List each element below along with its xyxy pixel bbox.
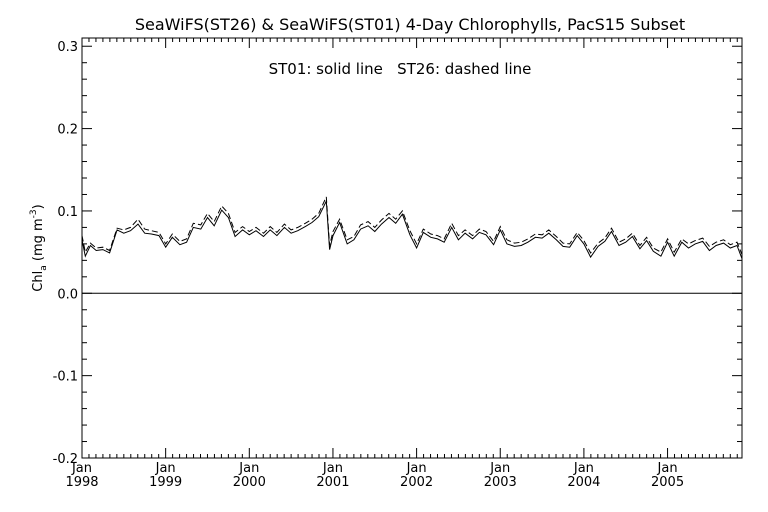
x-tick-year: 2002 [400,475,433,490]
y-tick-label: -0.2 [53,452,78,467]
plot-frame [81,37,743,459]
x-tick-month: Jan [657,461,678,476]
x-tick-year: 1998 [65,475,98,490]
y-label-units: (mg m [31,218,46,265]
y-tick-label: -0.1 [53,370,78,385]
x-tick-month: Jan [406,461,427,476]
x-tick-month: Jan [71,461,92,476]
y-axis-label: Chla (mg m-3) [29,204,49,291]
x-axis: Jan1998Jan1999Jan2000Jan2001Jan2002Jan20… [65,38,738,490]
series-group [81,196,743,259]
x-tick-year: 2005 [651,475,684,490]
x-tick-year: 2004 [567,475,600,490]
series-st01-line [81,199,743,259]
x-tick-month: Jan [489,461,510,476]
y-tick-label: 0.2 [57,123,78,138]
y-label-subscript: a [39,265,49,271]
series-st26-line [81,196,743,255]
x-tick-month: Jan [238,461,259,476]
y-tick-label: 0.1 [57,205,78,220]
x-tick-year: 2001 [316,475,349,490]
x-tick-year: 2003 [484,475,517,490]
x-tick-year: 2000 [233,475,266,490]
y-tick-label: 0.0 [57,287,78,302]
chart-title: SeaWiFS(ST26) & SeaWiFS(ST01) 4-Day Chlo… [135,15,685,34]
y-label-units-end: ) [31,204,46,209]
x-tick-month: Jan [155,461,176,476]
y-label-superscript: -3 [29,209,39,218]
x-tick-month: Jan [573,461,594,476]
x-tick-year: 1999 [149,475,182,490]
y-label-base: Chl [31,271,46,292]
x-tick-month: Jan [322,461,343,476]
legend-annotation: ST01: solid line ST26: dashed line [269,60,532,78]
y-axis: -0.2 -0.1 0.0 0.1 0.2 0.3 [53,40,742,467]
y-tick-label: 0.3 [57,40,78,55]
